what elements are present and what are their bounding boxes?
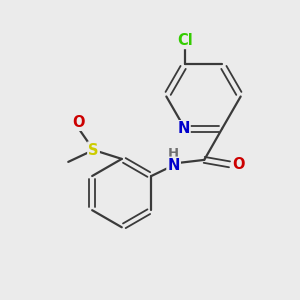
Text: S: S [88,142,99,158]
Text: H: H [168,147,179,160]
Text: N: N [177,121,190,136]
Text: N: N [167,158,180,173]
Text: O: O [72,115,85,130]
Text: O: O [232,157,245,172]
Text: Cl: Cl [177,33,193,48]
